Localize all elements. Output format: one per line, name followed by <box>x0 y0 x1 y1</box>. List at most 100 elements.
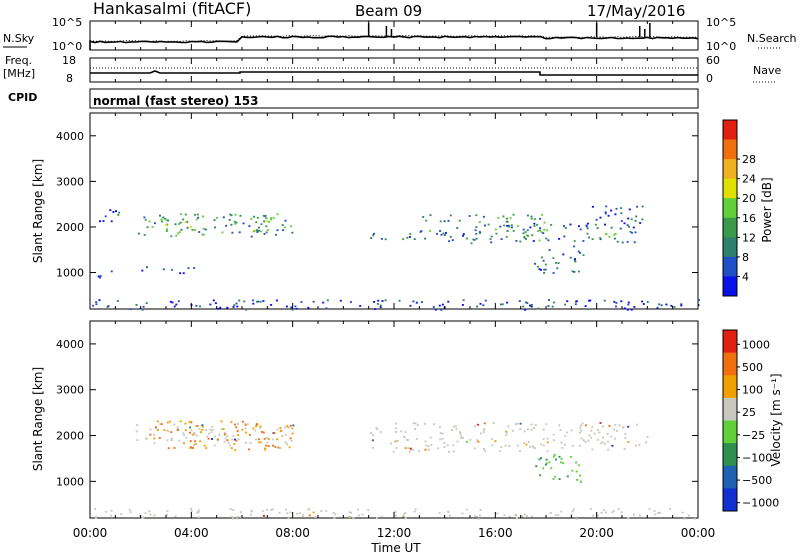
echo-cell <box>449 235 452 238</box>
echo-cell <box>632 226 635 229</box>
echo-cell <box>220 428 223 430</box>
echo-cell <box>560 457 563 460</box>
echo-cell <box>325 510 328 512</box>
echo-cell <box>379 306 382 309</box>
echo-cell <box>235 221 238 224</box>
echo-cell <box>527 235 529 237</box>
echo-cell <box>593 432 596 435</box>
echo-cell <box>191 447 194 449</box>
echo-cell <box>223 440 226 443</box>
echo-cell <box>143 216 146 219</box>
echo-cell <box>193 431 196 434</box>
echo-cell <box>220 420 223 423</box>
echo-cell <box>284 219 287 222</box>
echo-cell <box>479 302 482 305</box>
echo-cell <box>533 225 536 227</box>
echo-cell <box>184 422 187 425</box>
echo-cell <box>447 511 450 514</box>
echo-cell <box>146 266 148 269</box>
echo-cell <box>516 444 519 447</box>
echo-cell <box>409 304 412 307</box>
echo-cell <box>236 430 239 432</box>
echo-cell <box>283 426 286 429</box>
echo-cell <box>202 233 205 236</box>
echo-cell <box>613 237 616 240</box>
echo-cell <box>139 515 142 517</box>
echo-cell <box>476 515 478 518</box>
echo-cell <box>377 299 380 302</box>
echo-cell <box>571 469 574 472</box>
echo-cell <box>187 267 190 270</box>
echo-cell <box>260 223 263 226</box>
echo-cell <box>264 448 267 451</box>
echo-cell <box>229 508 232 510</box>
echo-cell <box>224 437 227 440</box>
echo-cell <box>230 214 233 217</box>
echo-cell <box>610 209 613 212</box>
echo-cell <box>535 465 538 468</box>
echo-cell <box>145 437 148 440</box>
echo-cell <box>461 512 464 515</box>
echo-cell <box>232 509 235 511</box>
echo-cell <box>505 430 508 433</box>
echo-cell <box>627 217 630 220</box>
echo-cell <box>186 226 189 229</box>
echo-cell <box>233 304 236 307</box>
colorbar-tick-label: 4 <box>742 270 749 283</box>
echo-cell <box>244 424 247 427</box>
echo-cell <box>262 431 265 434</box>
echo-cell <box>250 235 253 238</box>
echo-cell <box>226 306 229 309</box>
echo-cell <box>492 422 495 424</box>
echo-cell <box>620 511 623 514</box>
echo-cell <box>606 440 609 443</box>
echo-cell <box>577 464 580 467</box>
echo-cell <box>683 517 686 520</box>
echo-cell <box>372 234 375 237</box>
echo-cell <box>286 425 289 428</box>
echo-cell <box>478 514 481 517</box>
echo-cell <box>531 515 534 518</box>
colorbar-swatch <box>723 488 737 512</box>
echo-cell <box>506 220 509 223</box>
echo-cell <box>367 509 370 511</box>
echo-cell <box>603 299 606 302</box>
echo-cell <box>630 308 633 311</box>
echo-cell <box>620 207 623 209</box>
echo-cell <box>594 223 597 226</box>
echo-cell <box>398 299 401 302</box>
echo-cell <box>618 424 621 427</box>
echo-cell <box>275 299 278 302</box>
echo-cell <box>563 225 565 227</box>
echo-cell <box>459 432 462 435</box>
echo-cell <box>136 424 139 426</box>
y-tick-label: 3000 <box>56 384 84 397</box>
echo-cell <box>533 218 536 220</box>
echo-cell <box>621 241 624 244</box>
echo-cell <box>605 511 608 514</box>
echo-cell <box>314 516 317 518</box>
echo-cell <box>129 308 132 311</box>
echo-cell <box>257 226 260 229</box>
echo-cell <box>381 300 384 302</box>
echo-cell <box>159 214 161 217</box>
echo-cell <box>394 510 397 513</box>
echo-cell <box>620 220 623 222</box>
echo-cell <box>189 447 192 449</box>
echo-cell <box>474 425 476 428</box>
echo-cell <box>254 229 256 232</box>
echo-cell <box>248 225 251 227</box>
echo-cell <box>372 434 375 437</box>
echo-cell <box>265 231 268 234</box>
echo-cell <box>477 423 480 426</box>
echo-cell <box>607 214 610 217</box>
echo-cell <box>404 431 407 433</box>
echo-cell <box>569 256 572 259</box>
echo-cell <box>164 217 167 220</box>
echo-cell <box>646 301 649 303</box>
echo-cell <box>149 428 152 431</box>
echo-cell <box>284 441 287 444</box>
echo-cell <box>500 303 502 306</box>
colorbar-tick-label: 100 <box>742 384 763 397</box>
echo-cell <box>530 428 533 431</box>
